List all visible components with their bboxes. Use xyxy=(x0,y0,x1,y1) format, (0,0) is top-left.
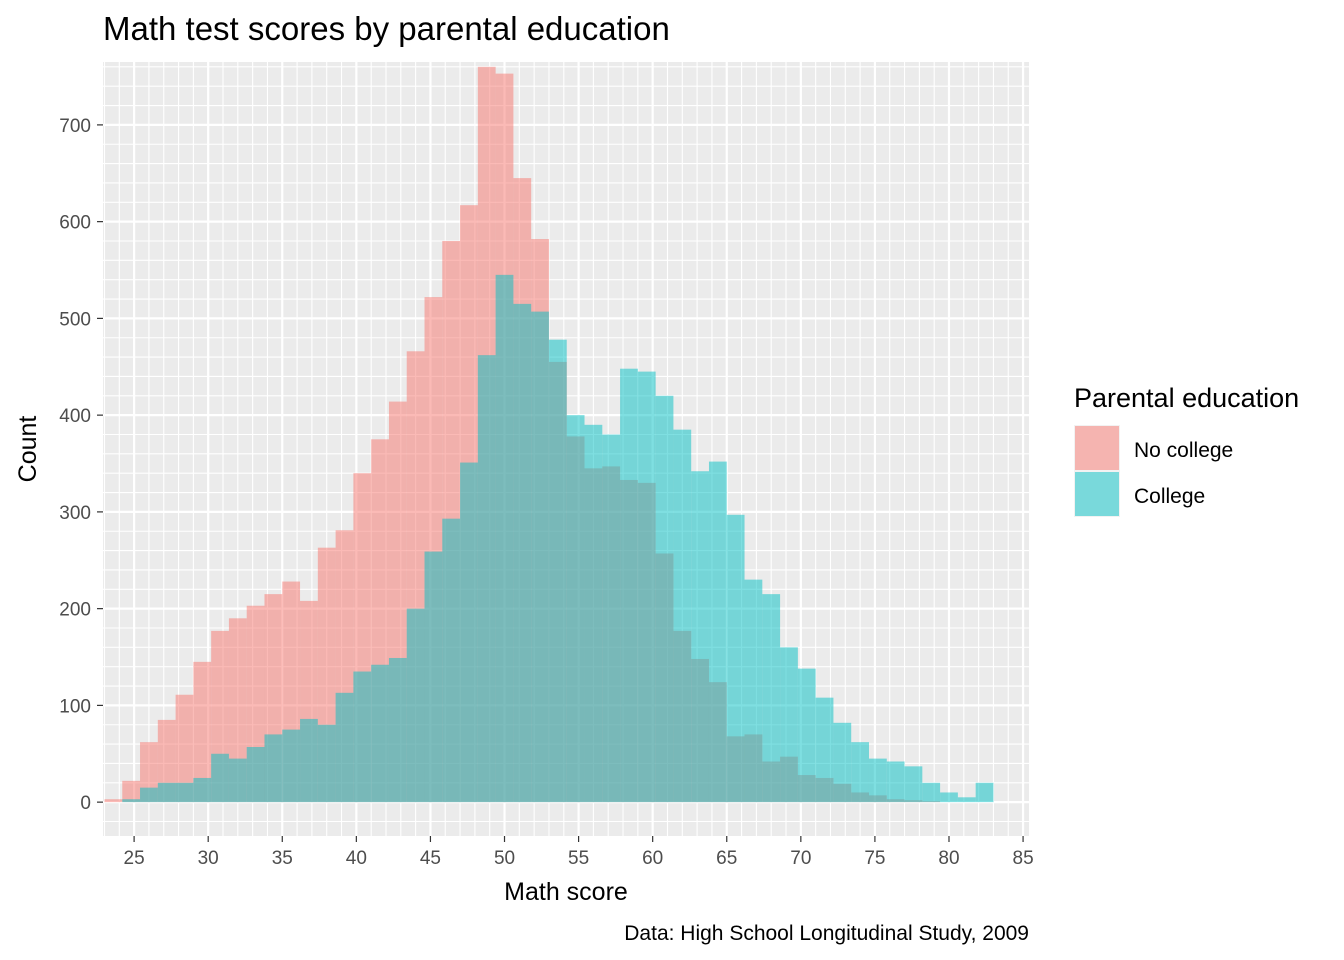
y-tick-label: 300 xyxy=(59,503,91,524)
x-tick-label: 25 xyxy=(124,848,145,869)
college-bar xyxy=(157,782,176,803)
college-bar xyxy=(460,462,478,803)
college-bar xyxy=(620,368,638,803)
college-bar xyxy=(175,782,194,803)
college-bar xyxy=(406,608,425,803)
no-college-bar xyxy=(122,780,141,803)
college-bar xyxy=(424,551,443,803)
y-tick-label: 100 xyxy=(59,696,91,717)
college-bar xyxy=(317,724,336,803)
college-bar xyxy=(531,311,549,803)
college-bar xyxy=(655,395,674,803)
college-bar xyxy=(566,415,585,803)
y-tick-label: 700 xyxy=(59,116,91,137)
college-bar xyxy=(584,424,603,803)
college-bar xyxy=(442,518,461,803)
chart-title: Math test scores by parental education xyxy=(103,10,670,47)
x-tick-label: 70 xyxy=(790,848,811,869)
college-bar xyxy=(495,274,514,803)
legend-swatch-college xyxy=(1075,472,1119,516)
y-axis-title: Count xyxy=(14,416,42,483)
x-tick-label: 80 xyxy=(938,848,959,869)
college-bar xyxy=(904,766,923,803)
x-axis: 25 30 35 40 45 50 55 60 65 70 75 80 85 xyxy=(124,836,1034,869)
college-bar xyxy=(228,758,247,803)
college-bar xyxy=(602,434,621,803)
x-tick-label: 40 xyxy=(346,848,367,869)
y-tick-label: 500 xyxy=(59,309,91,330)
legend-title: Parental education xyxy=(1074,383,1299,413)
college-bar xyxy=(282,729,301,803)
x-tick-label: 45 xyxy=(420,848,441,869)
x-tick-label: 85 xyxy=(1013,848,1034,869)
college-bar xyxy=(264,734,283,803)
y-tick-label: 200 xyxy=(59,600,91,621)
college-bar xyxy=(388,657,407,803)
college-bar xyxy=(833,722,852,803)
legend-label-college: College xyxy=(1134,485,1205,508)
y-tick-label: 400 xyxy=(59,406,91,427)
college-bar xyxy=(797,668,816,803)
x-tick-label: 60 xyxy=(642,848,663,869)
legend-swatch-no-college xyxy=(1075,426,1119,470)
x-tick-label: 50 xyxy=(494,848,515,869)
no-college-bar xyxy=(104,799,123,803)
college-bar xyxy=(762,594,781,803)
college-bar xyxy=(193,777,212,803)
college-bar xyxy=(886,761,905,803)
college-bar xyxy=(691,471,709,803)
college-bar xyxy=(940,792,958,803)
legend: Parental education No college College xyxy=(1074,383,1299,517)
college-bar xyxy=(957,797,976,803)
college-bar xyxy=(246,746,265,803)
college-bar xyxy=(922,782,941,803)
college-bar xyxy=(513,303,532,803)
college-bar xyxy=(477,355,496,803)
no-college-bar xyxy=(193,661,212,803)
college-bar xyxy=(300,718,318,803)
college-bar xyxy=(673,429,692,803)
college-bars xyxy=(122,274,994,803)
x-tick-label: 30 xyxy=(198,848,219,869)
college-bar xyxy=(371,664,389,803)
college-bar xyxy=(353,671,372,803)
x-tick-label: 65 xyxy=(716,848,737,869)
no-college-bar xyxy=(140,742,158,803)
x-axis-title: Math score xyxy=(504,878,628,906)
college-bar xyxy=(975,782,994,803)
y-tick-label: 0 xyxy=(80,793,91,814)
no-college-bar xyxy=(175,694,194,803)
college-bar xyxy=(140,787,158,803)
college-bar xyxy=(815,697,834,803)
y-axis: 0 100 200 300 400 500 600 700 xyxy=(59,116,103,814)
college-bar xyxy=(122,799,141,803)
college-bar xyxy=(780,647,798,803)
x-tick-label: 75 xyxy=(864,848,885,869)
college-bar xyxy=(744,579,763,803)
college-bar xyxy=(637,371,656,803)
no-college-bar xyxy=(157,719,176,803)
college-bar xyxy=(335,692,354,803)
x-tick-label: 35 xyxy=(272,848,293,869)
college-bar xyxy=(548,339,567,803)
college-bar xyxy=(851,742,869,803)
legend-label-no-college: No college xyxy=(1134,439,1233,462)
college-bar xyxy=(211,753,229,803)
x-tick-label: 55 xyxy=(568,848,589,869)
chart-caption: Data: High School Longitudinal Study, 20… xyxy=(624,922,1029,945)
no-college-bar xyxy=(228,618,247,803)
college-bar xyxy=(726,514,745,803)
college-bar xyxy=(868,758,887,803)
college-bar xyxy=(708,461,727,803)
y-tick-label: 600 xyxy=(59,213,91,234)
